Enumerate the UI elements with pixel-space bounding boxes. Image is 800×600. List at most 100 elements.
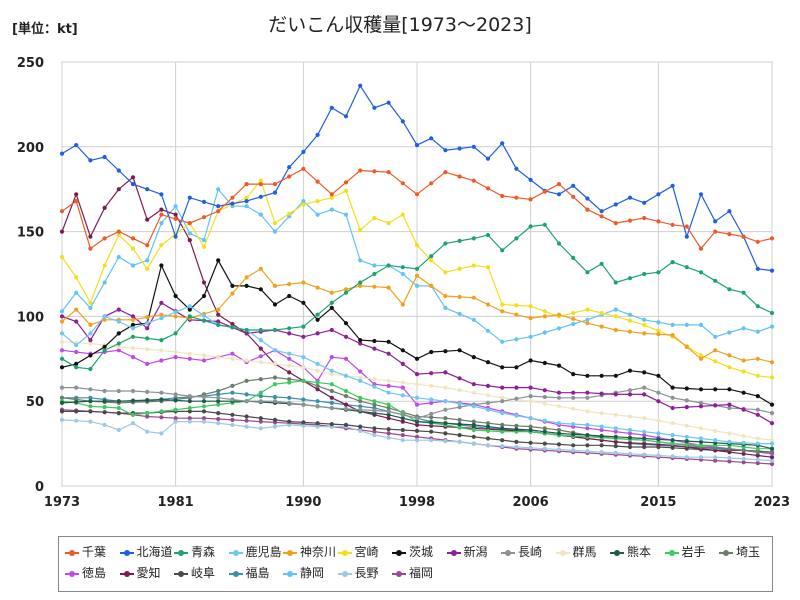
series-point <box>301 166 306 171</box>
series-point <box>74 199 79 204</box>
series-point <box>88 409 93 414</box>
series-point <box>130 314 136 319</box>
series-point <box>443 148 448 153</box>
series-point <box>414 416 420 421</box>
series-point <box>315 383 320 388</box>
series-point <box>287 370 292 375</box>
series-point <box>372 338 377 344</box>
series-point <box>258 327 263 333</box>
series-point <box>684 322 689 327</box>
series-point <box>457 439 462 444</box>
series-point <box>414 438 420 443</box>
series-point <box>585 395 590 400</box>
y-tick-label: 200 <box>17 141 44 156</box>
series-point <box>741 433 746 439</box>
series-point <box>755 461 760 466</box>
series-point <box>400 380 405 385</box>
series-point <box>386 221 391 226</box>
legend-item: 青森 <box>174 543 215 560</box>
series-point <box>514 413 519 418</box>
series-point <box>471 382 476 387</box>
series-point <box>159 397 164 402</box>
series-point <box>187 416 192 421</box>
series-point <box>698 192 704 197</box>
series-point <box>258 178 263 183</box>
series-point <box>514 303 519 308</box>
series-point <box>315 317 320 322</box>
series-point <box>400 433 405 438</box>
series-point <box>244 399 249 404</box>
series-point <box>88 395 93 400</box>
series-point <box>386 263 391 268</box>
series-point <box>358 395 363 400</box>
series-point <box>769 268 775 273</box>
series-point <box>698 387 704 392</box>
series-point <box>471 236 476 241</box>
series-point <box>59 395 65 400</box>
series-point <box>755 441 760 446</box>
series-point <box>272 327 278 333</box>
series-point <box>216 402 221 407</box>
series-point <box>656 373 661 378</box>
series-point <box>272 394 278 400</box>
series-point <box>329 422 334 427</box>
series-point <box>116 254 121 260</box>
series-point <box>414 192 420 197</box>
series-point <box>315 368 320 373</box>
series-point <box>627 318 633 323</box>
series-point <box>88 353 93 358</box>
legend-item: 福島 <box>228 564 270 581</box>
series-point <box>74 307 79 312</box>
y-tick-label: 100 <box>17 310 44 325</box>
series-point <box>542 314 547 319</box>
series-point <box>769 458 775 463</box>
series-point <box>627 440 633 445</box>
series-point <box>258 377 263 382</box>
series-point <box>769 441 775 446</box>
series-point <box>159 300 164 305</box>
series-point <box>542 330 547 335</box>
series-point <box>613 280 618 285</box>
series-point <box>514 236 519 241</box>
series-point <box>542 401 547 406</box>
series-point <box>187 304 192 309</box>
series-point <box>201 199 207 204</box>
series-point <box>528 304 533 309</box>
series-point <box>769 455 775 460</box>
series-point <box>485 443 491 448</box>
series-point <box>429 415 434 420</box>
legend-label: 新潟 <box>463 545 488 559</box>
series-point <box>727 209 732 214</box>
series-point <box>727 455 732 461</box>
series-point <box>741 456 746 461</box>
series-point <box>727 387 732 392</box>
series-point <box>414 434 420 439</box>
series-point <box>556 431 562 436</box>
series-point <box>329 355 334 360</box>
series-point <box>116 388 121 394</box>
series-point <box>471 144 476 149</box>
series-point <box>173 349 178 355</box>
series-point <box>173 331 178 336</box>
series-point <box>571 310 576 316</box>
series-point <box>145 258 150 263</box>
series-point <box>755 304 760 309</box>
series-point <box>713 458 718 463</box>
series-point <box>216 395 221 400</box>
series-point <box>230 422 235 427</box>
series-point <box>741 369 746 374</box>
series-point <box>315 387 320 392</box>
unit-label: [単位：kt] <box>12 22 78 37</box>
series-point <box>272 302 278 307</box>
series-point <box>287 356 292 361</box>
series-point <box>372 384 377 389</box>
series-point <box>329 327 334 333</box>
series-point <box>216 209 221 214</box>
series-point <box>755 329 760 334</box>
series-point <box>386 409 391 414</box>
series-point <box>216 312 221 317</box>
series-point <box>727 446 732 451</box>
series-point <box>74 365 79 370</box>
series-point <box>585 196 590 201</box>
series-point <box>485 232 491 238</box>
